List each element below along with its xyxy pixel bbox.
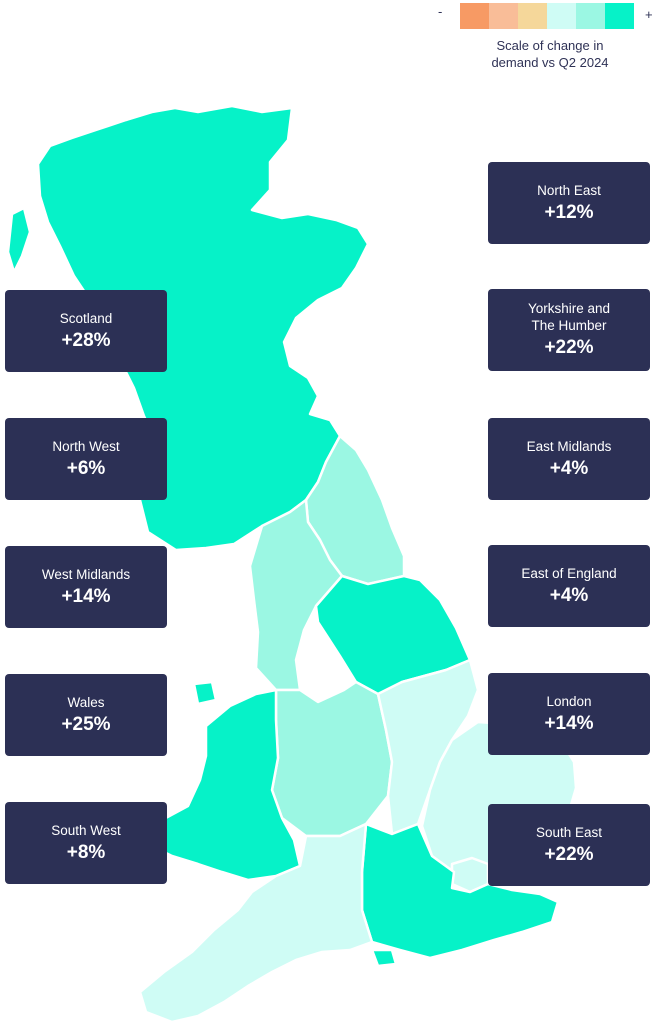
legend-swatch — [576, 3, 605, 29]
region-card-south-west: South West +8% — [5, 802, 167, 884]
region-scotland-isles — [6, 206, 32, 274]
region-wales-anglesey — [192, 680, 218, 706]
region-name: East of England — [521, 565, 617, 581]
region-card-north-east: North East +12% — [488, 162, 650, 244]
region-change-value: +25% — [61, 713, 111, 735]
region-card-wales: Wales +25% — [5, 674, 167, 756]
region-name: West Midlands — [41, 566, 131, 582]
legend-minus-label: - — [438, 4, 443, 19]
region-south-east — [360, 822, 560, 960]
region-name: London — [546, 693, 592, 709]
region-card-scotland: Scotland +28% — [5, 290, 167, 372]
region-name: South West — [51, 822, 121, 838]
legend-swatch — [460, 3, 489, 29]
region-name: North West — [52, 438, 120, 454]
region-change-value: +4% — [549, 584, 589, 606]
region-name: South East — [535, 824, 603, 840]
legend-swatch — [489, 3, 518, 29]
legend-color-scale — [460, 3, 634, 29]
legend-caption: Scale of change in demand vs Q2 2024 — [491, 38, 609, 70]
region-name: Wales — [67, 694, 105, 710]
region-card-east-of-england: East of England +4% — [488, 545, 650, 627]
region-name: Yorkshire and The Humber — [527, 301, 611, 333]
region-change-value: +12% — [544, 201, 594, 223]
uk-map — [6, 104, 578, 1024]
region-change-value: +4% — [549, 457, 589, 479]
region-card-south-east: South East +22% — [488, 804, 650, 886]
legend-swatch — [605, 3, 634, 29]
region-change-value: +28% — [61, 329, 111, 351]
region-change-value: +14% — [61, 585, 111, 607]
region-card-london: London +14% — [488, 673, 650, 755]
region-south-west — [138, 822, 374, 1024]
region-name: East Midlands — [526, 438, 612, 454]
region-west-midlands — [270, 680, 394, 838]
region-card-yorkshire: Yorkshire and The Humber +22% — [488, 289, 650, 371]
region-name: North East — [537, 182, 601, 198]
region-change-value: +22% — [544, 337, 594, 358]
region-name: Scotland — [59, 310, 113, 326]
region-change-value: +8% — [66, 841, 106, 863]
legend-plus-label: + — [645, 7, 653, 22]
region-change-value: +14% — [544, 712, 594, 734]
region-change-value: +22% — [544, 843, 594, 865]
region-card-east-midlands: East Midlands +4% — [488, 418, 650, 500]
region-card-north-west: North West +6% — [5, 418, 167, 500]
region-south-east-isle — [370, 948, 398, 968]
legend: - + Scale of change in demand vs Q2 2024 — [430, 0, 662, 80]
legend-swatch — [547, 3, 576, 29]
legend-swatch — [518, 3, 547, 29]
region-card-west-midlands: West Midlands +14% — [5, 546, 167, 628]
region-change-value: +6% — [66, 457, 106, 479]
